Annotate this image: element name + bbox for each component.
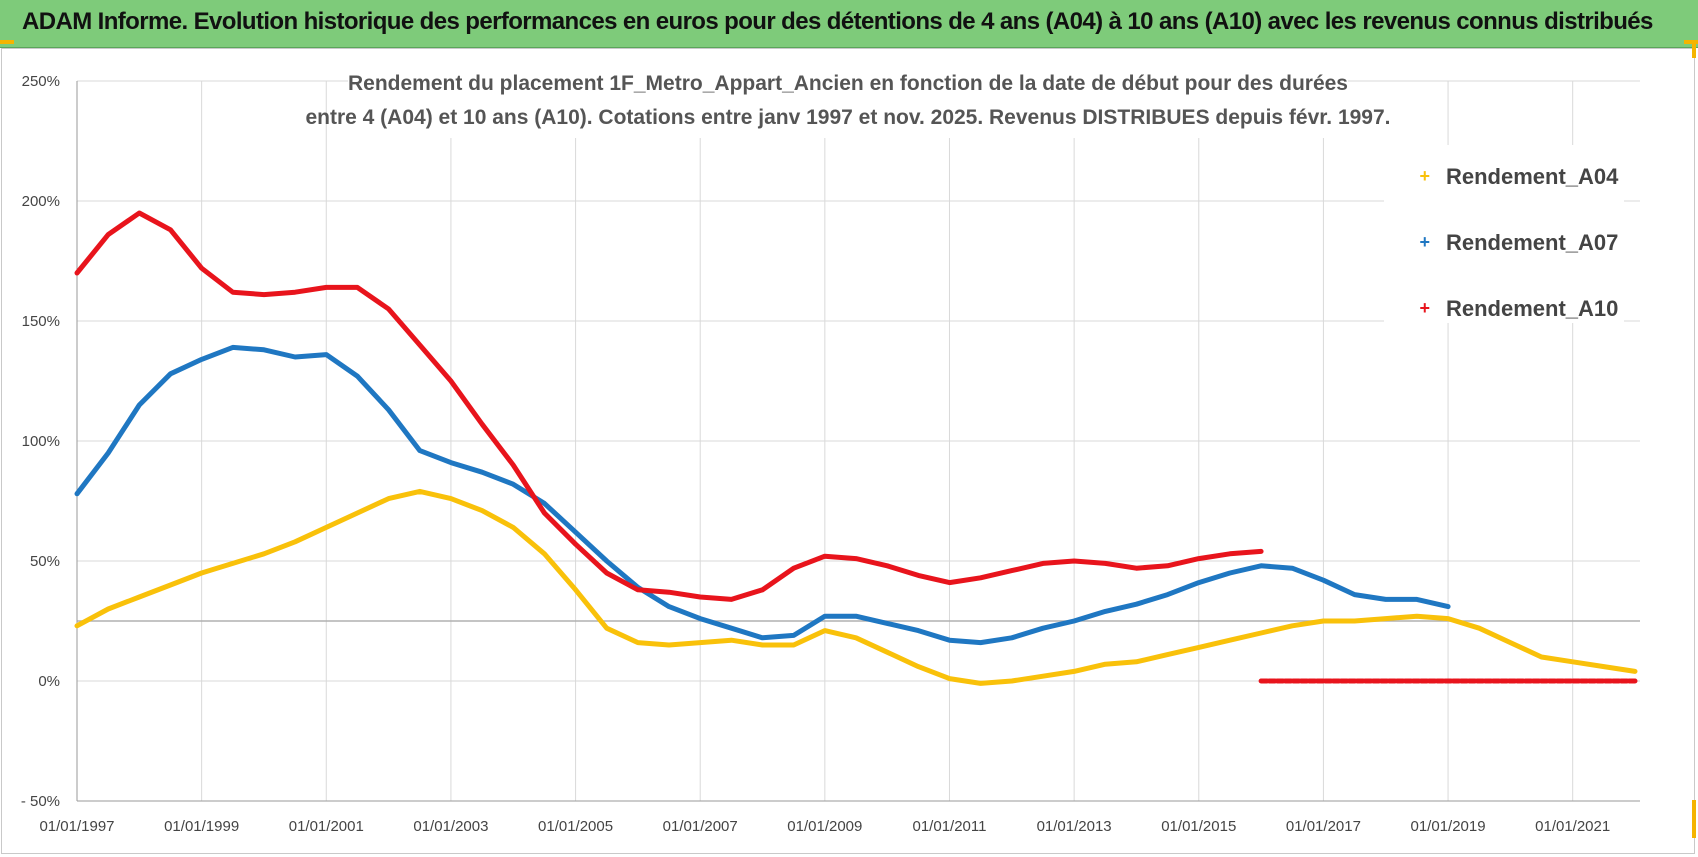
series xyxy=(74,210,1638,686)
x-tick-label: 01/01/1999 xyxy=(164,818,239,835)
y-tick-label: 150% xyxy=(22,313,60,330)
y-tick-label: - 50% xyxy=(21,793,60,810)
corner-mark-right-top xyxy=(1692,44,1696,58)
legend: + Rendement_A04 + Rendement_A07 + Rendement_A… xyxy=(1384,145,1624,323)
x-tick-label: 01/01/2013 xyxy=(1037,818,1112,835)
legend-label-rendement-a04: Rendement_A04 xyxy=(1446,164,1619,189)
legend-background xyxy=(1384,145,1624,323)
legend-marker-rendement-a10: + xyxy=(1419,298,1430,318)
series-line-rendement-a07 xyxy=(74,344,1451,646)
x-tick-label: 01/01/2003 xyxy=(413,818,488,835)
y-tick-label: 200% xyxy=(22,193,60,210)
x-tick-label: 01/01/2021 xyxy=(1535,818,1610,835)
y-tick-label: 100% xyxy=(22,433,60,450)
y-tick-label: 250% xyxy=(22,73,60,90)
x-tick-label: 01/01/2005 xyxy=(538,818,613,835)
corner-mark-right-bottom xyxy=(1692,800,1696,838)
banner: ADAM Informe. Evolution historique des p… xyxy=(0,0,1698,48)
corner-mark-top-left xyxy=(0,40,14,44)
title-background xyxy=(348,62,1348,138)
x-tick-label: 01/01/2007 xyxy=(663,818,738,835)
x-tick-label: 01/01/2011 xyxy=(913,818,987,835)
corner-mark-top-right xyxy=(1684,40,1698,44)
banner-title: ADAM Informe. Evolution historique des p… xyxy=(22,8,1653,35)
legend-marker-rendement-a07: + xyxy=(1419,232,1430,252)
legend-marker-rendement-a04: + xyxy=(1419,166,1430,186)
x-tick-label: 01/01/2019 xyxy=(1411,818,1486,835)
chart-frame xyxy=(1,48,1695,854)
chart-title-line-1: Rendement du placement 1F_Metro_Appart_A… xyxy=(348,72,1348,95)
axes: - 50% 0% 50% 100% 150% 200% 250% 01/01/1997 01/0… xyxy=(21,73,1640,835)
legend-label-rendement-a10: Rendement_A10 xyxy=(1446,296,1618,321)
chart-title-line-2: entre 4 (A04) et 10 ans (A10). Cotations… xyxy=(305,106,1390,129)
x-tick-label: 01/01/1997 xyxy=(39,818,114,835)
x-tick-label: 01/01/2009 xyxy=(787,818,862,835)
series-line-rendement-a10 xyxy=(74,210,1264,602)
x-tick-label: 01/01/2001 xyxy=(289,818,364,835)
series-line-rendement-a04 xyxy=(74,488,1638,686)
y-tick-label: 0% xyxy=(38,673,60,690)
legend-label-rendement-a07: Rendement_A07 xyxy=(1446,230,1618,255)
x-tick-label: 01/01/2015 xyxy=(1161,818,1236,835)
y-tick-label: 50% xyxy=(30,553,60,570)
x-tick-label: 01/01/2017 xyxy=(1286,818,1361,835)
